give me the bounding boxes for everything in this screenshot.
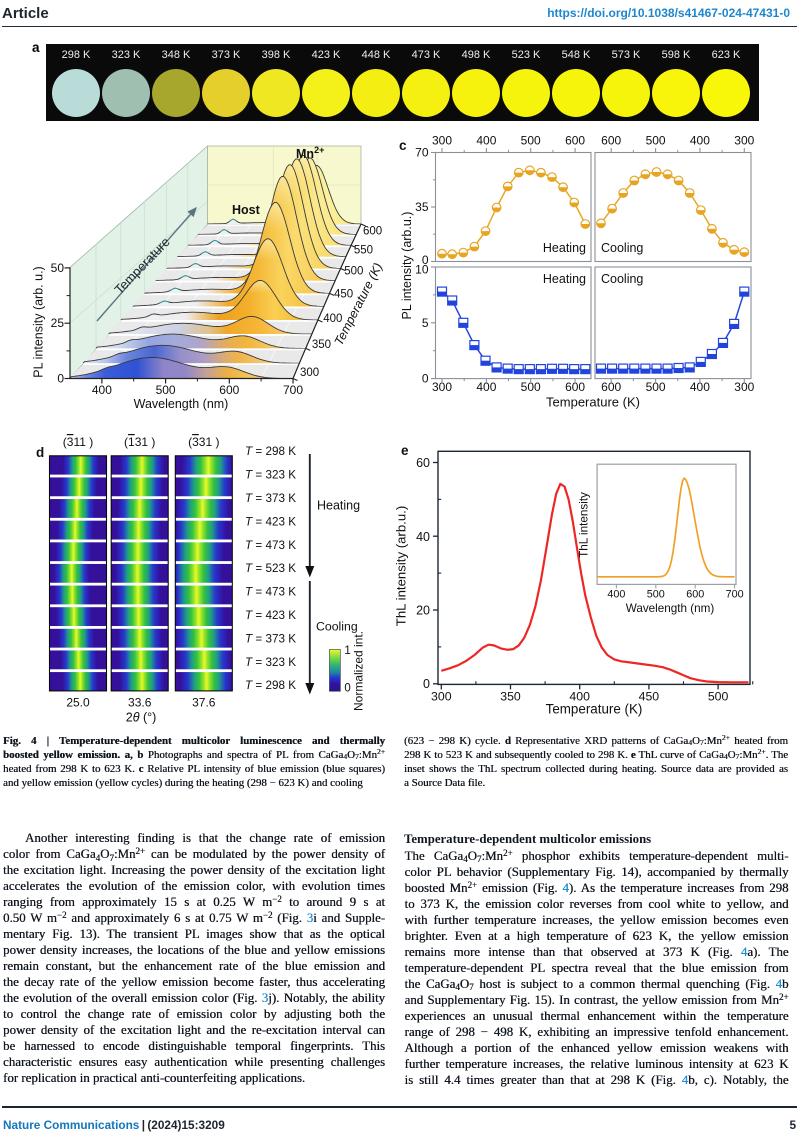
svg-text:T = 298 K: T = 298 K	[245, 679, 296, 692]
svg-text:40: 40	[416, 530, 430, 544]
svg-text:ThL intensity: ThL intensity	[578, 492, 591, 558]
svg-text:(311 ): (311 )	[63, 435, 93, 449]
svg-text:700: 700	[283, 383, 303, 397]
svg-text:400: 400	[92, 383, 112, 397]
svg-text:300: 300	[432, 134, 452, 148]
svg-text:Host: Host	[232, 203, 261, 217]
svg-text:(331 ): (331 )	[188, 435, 219, 449]
svg-text:500: 500	[344, 266, 363, 278]
svg-text:T = 523 K: T = 523 K	[245, 562, 296, 575]
svg-text:2θ (°): 2θ (°)	[126, 711, 157, 725]
svg-text:300: 300	[734, 380, 754, 394]
svg-text:550: 550	[354, 245, 373, 257]
svg-text:c: c	[399, 138, 407, 153]
svg-text:500: 500	[521, 134, 541, 148]
svg-text:500: 500	[646, 134, 666, 148]
svg-text:350: 350	[500, 690, 521, 704]
svg-text:20: 20	[416, 604, 430, 618]
svg-text:300: 300	[734, 134, 754, 148]
svg-text:37.6: 37.6	[192, 696, 216, 710]
svg-text:500: 500	[156, 383, 176, 397]
svg-text:0: 0	[344, 682, 350, 694]
svg-text:T = 373 K: T = 373 K	[245, 632, 296, 645]
svg-text:450: 450	[334, 288, 353, 300]
svg-text:(131 ): (131 )	[124, 435, 155, 449]
svg-text:0: 0	[57, 371, 64, 385]
svg-text:600: 600	[686, 589, 704, 601]
svg-text:T = 473 K: T = 473 K	[245, 586, 296, 599]
svg-text:T = 423 K: T = 423 K	[245, 609, 296, 622]
svg-text:600: 600	[565, 380, 585, 394]
svg-text:T = 473 K: T = 473 K	[245, 539, 296, 552]
svg-text:300: 300	[300, 367, 319, 379]
svg-text:Heating: Heating	[543, 272, 586, 286]
svg-text:0: 0	[423, 677, 430, 691]
svg-text:T = 373 K: T = 373 K	[245, 492, 296, 505]
svg-text:PL intensity (arb. u.): PL intensity (arb. u.)	[32, 266, 46, 377]
svg-text:300: 300	[431, 690, 452, 704]
svg-text:500: 500	[647, 589, 665, 601]
svg-text:Cooling: Cooling	[316, 620, 358, 634]
svg-text:600: 600	[601, 134, 621, 148]
svg-text:T = 298 K: T = 298 K	[245, 445, 296, 458]
svg-text:400: 400	[607, 589, 625, 601]
svg-text:Wavelength (nm): Wavelength (nm)	[626, 602, 715, 615]
svg-text:10: 10	[415, 263, 429, 277]
svg-text:400: 400	[476, 380, 496, 394]
svg-text:Temperature (K): Temperature (K)	[546, 702, 643, 717]
svg-text:25.0: 25.0	[66, 696, 90, 710]
svg-text:600: 600	[565, 134, 585, 148]
svg-text:300: 300	[432, 380, 452, 394]
svg-text:0: 0	[422, 372, 429, 386]
svg-text:33.6: 33.6	[128, 696, 152, 710]
svg-text:Cooling: Cooling	[601, 241, 643, 255]
svg-text:600: 600	[219, 383, 239, 397]
svg-text:400: 400	[569, 690, 590, 704]
svg-text:0: 0	[422, 253, 429, 267]
svg-text:25: 25	[51, 316, 65, 330]
svg-text:1: 1	[344, 645, 350, 657]
svg-text:e: e	[401, 443, 409, 458]
svg-text:T = 323 K: T = 323 K	[245, 469, 296, 482]
svg-text:350: 350	[312, 339, 331, 351]
svg-text:d: d	[36, 445, 44, 460]
svg-text:35: 35	[415, 200, 429, 214]
svg-text:Temperature (K): Temperature (K)	[546, 395, 640, 410]
svg-text:600: 600	[601, 380, 621, 394]
svg-text:Wavelength (nm): Wavelength (nm)	[134, 397, 229, 411]
svg-text:500: 500	[521, 380, 541, 394]
svg-text:60: 60	[416, 456, 430, 470]
svg-text:Cooling: Cooling	[601, 272, 643, 286]
svg-text:PL intensity (arb.u.): PL intensity (arb.u.)	[400, 212, 414, 320]
svg-text:400: 400	[690, 380, 710, 394]
svg-text:T = 323 K: T = 323 K	[245, 656, 296, 669]
svg-text:Normalized int.: Normalized int.	[351, 631, 365, 711]
svg-text:450: 450	[639, 690, 660, 704]
svg-text:600: 600	[363, 225, 382, 237]
svg-text:Heating: Heating	[317, 499, 360, 513]
svg-text:50: 50	[51, 261, 65, 275]
svg-text:Heating: Heating	[543, 241, 586, 255]
svg-text:400: 400	[690, 134, 710, 148]
svg-text:700: 700	[726, 589, 744, 601]
svg-text:T = 423 K: T = 423 K	[245, 515, 296, 528]
svg-text:400: 400	[476, 134, 496, 148]
svg-text:ThL intensity (arb.u.): ThL intensity (arb.u.)	[394, 506, 409, 626]
svg-text:500: 500	[708, 690, 729, 704]
svg-text:400: 400	[323, 313, 342, 325]
svg-text:500: 500	[646, 380, 666, 394]
svg-text:70: 70	[415, 146, 429, 160]
svg-text:5: 5	[422, 316, 429, 330]
